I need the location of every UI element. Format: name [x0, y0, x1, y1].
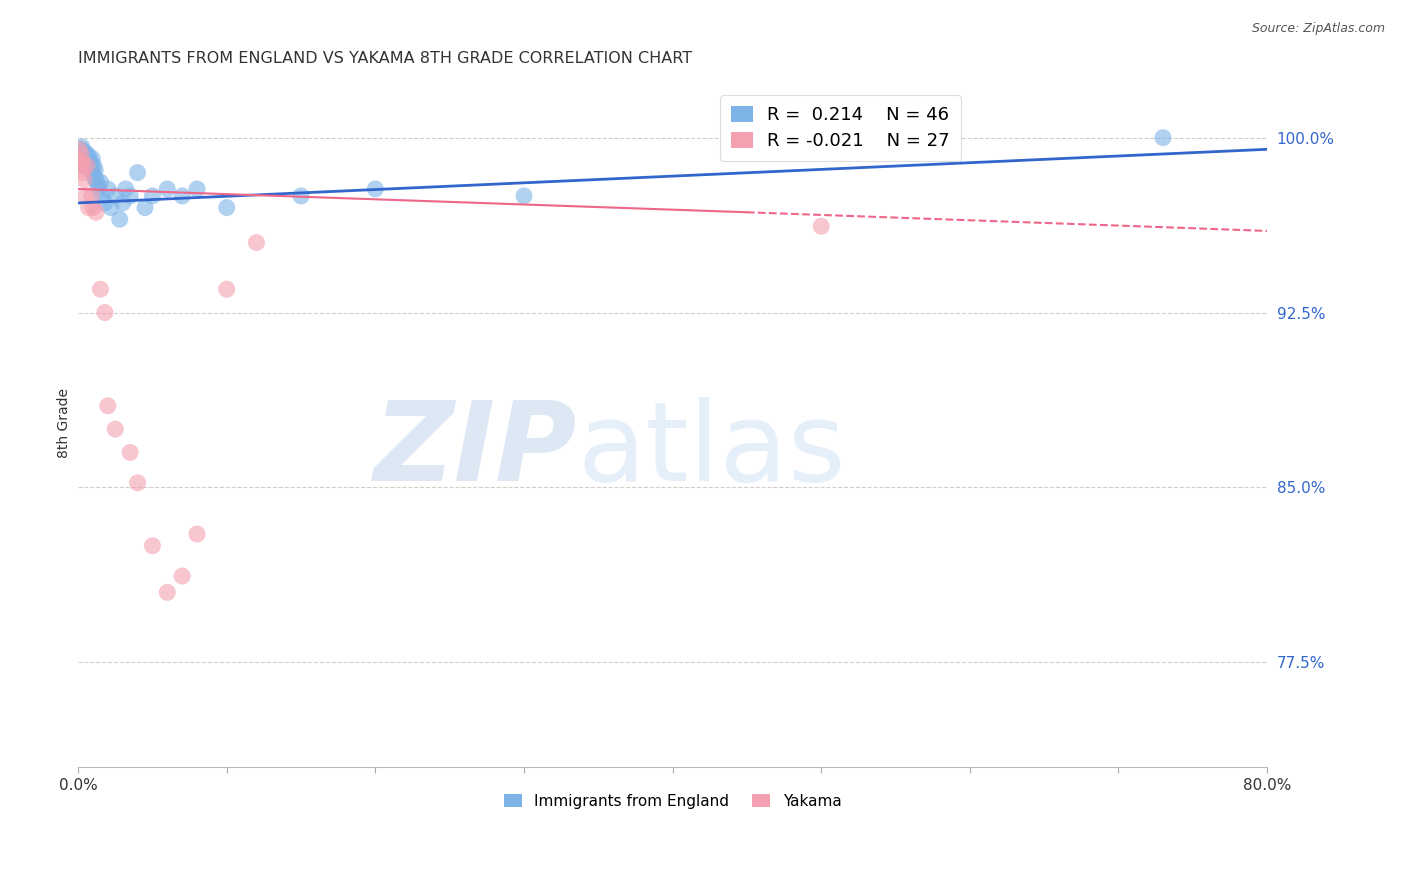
- Point: [77, 201, 100, 215]
- Point: [82, 201, 104, 215]
- Point: [83, 159, 105, 173]
- Point: [72, 159, 94, 173]
- Point: [215, 201, 238, 215]
- Point: [90, 189, 112, 203]
- Point: [89, 175, 111, 189]
- Point: [75, 159, 97, 173]
- Y-axis label: 8th Grade: 8th Grade: [58, 388, 72, 458]
- Point: [120, 445, 142, 459]
- Point: [108, 212, 131, 227]
- Point: [76, 147, 98, 161]
- Point: [83, 170, 105, 185]
- Point: [172, 569, 194, 583]
- Point: [84, 172, 107, 186]
- Point: [111, 196, 134, 211]
- Point: [127, 166, 149, 180]
- Point: [73, 145, 96, 159]
- Point: [134, 201, 156, 215]
- Point: [186, 527, 208, 541]
- Text: Source: ZipAtlas.com: Source: ZipAtlas.com: [1251, 22, 1385, 36]
- Point: [72, 156, 94, 170]
- Point: [73, 172, 96, 186]
- Point: [82, 152, 104, 166]
- Point: [72, 149, 94, 163]
- Point: [97, 182, 120, 196]
- Point: [89, 282, 111, 296]
- Point: [513, 189, 536, 203]
- Point: [810, 219, 832, 234]
- Point: [84, 163, 107, 178]
- Point: [76, 159, 98, 173]
- Point: [120, 189, 142, 203]
- Point: [156, 585, 179, 599]
- Point: [97, 399, 120, 413]
- Point: [79, 153, 101, 168]
- Point: [86, 178, 108, 192]
- Point: [1152, 130, 1174, 145]
- Point: [80, 189, 103, 203]
- Text: atlas: atlas: [578, 397, 846, 504]
- Point: [75, 189, 97, 203]
- Point: [172, 189, 194, 203]
- Point: [75, 153, 97, 168]
- Point: [186, 182, 208, 196]
- Point: [70, 140, 93, 154]
- Point: [82, 166, 104, 180]
- Point: [76, 153, 98, 168]
- Point: [84, 205, 107, 219]
- Point: [69, 147, 91, 161]
- Text: ZIP: ZIP: [374, 397, 578, 504]
- Point: [69, 153, 91, 168]
- Point: [100, 201, 122, 215]
- Point: [87, 182, 110, 196]
- Point: [70, 142, 93, 156]
- Point: [364, 182, 387, 196]
- Point: [77, 149, 100, 163]
- Point: [67, 142, 90, 156]
- Point: [70, 153, 93, 168]
- Point: [104, 189, 127, 203]
- Point: [127, 475, 149, 490]
- Point: [77, 161, 100, 175]
- Point: [69, 159, 91, 173]
- Point: [72, 166, 94, 180]
- Point: [69, 153, 91, 168]
- Point: [94, 196, 117, 211]
- Point: [290, 189, 312, 203]
- Point: [156, 182, 179, 196]
- Point: [73, 152, 96, 166]
- Point: [80, 156, 103, 170]
- Point: [94, 305, 117, 319]
- Point: [104, 422, 127, 436]
- Text: IMMIGRANTS FROM ENGLAND VS YAKAMA 8TH GRADE CORRELATION CHART: IMMIGRANTS FROM ENGLAND VS YAKAMA 8TH GR…: [79, 51, 692, 66]
- Point: [114, 182, 136, 196]
- Point: [70, 147, 93, 161]
- Legend: Immigrants from England, Yakama: Immigrants from England, Yakama: [498, 788, 848, 814]
- Point: [215, 282, 238, 296]
- Point: [141, 189, 163, 203]
- Point: [141, 539, 163, 553]
- Point: [245, 235, 267, 250]
- Point: [80, 163, 103, 178]
